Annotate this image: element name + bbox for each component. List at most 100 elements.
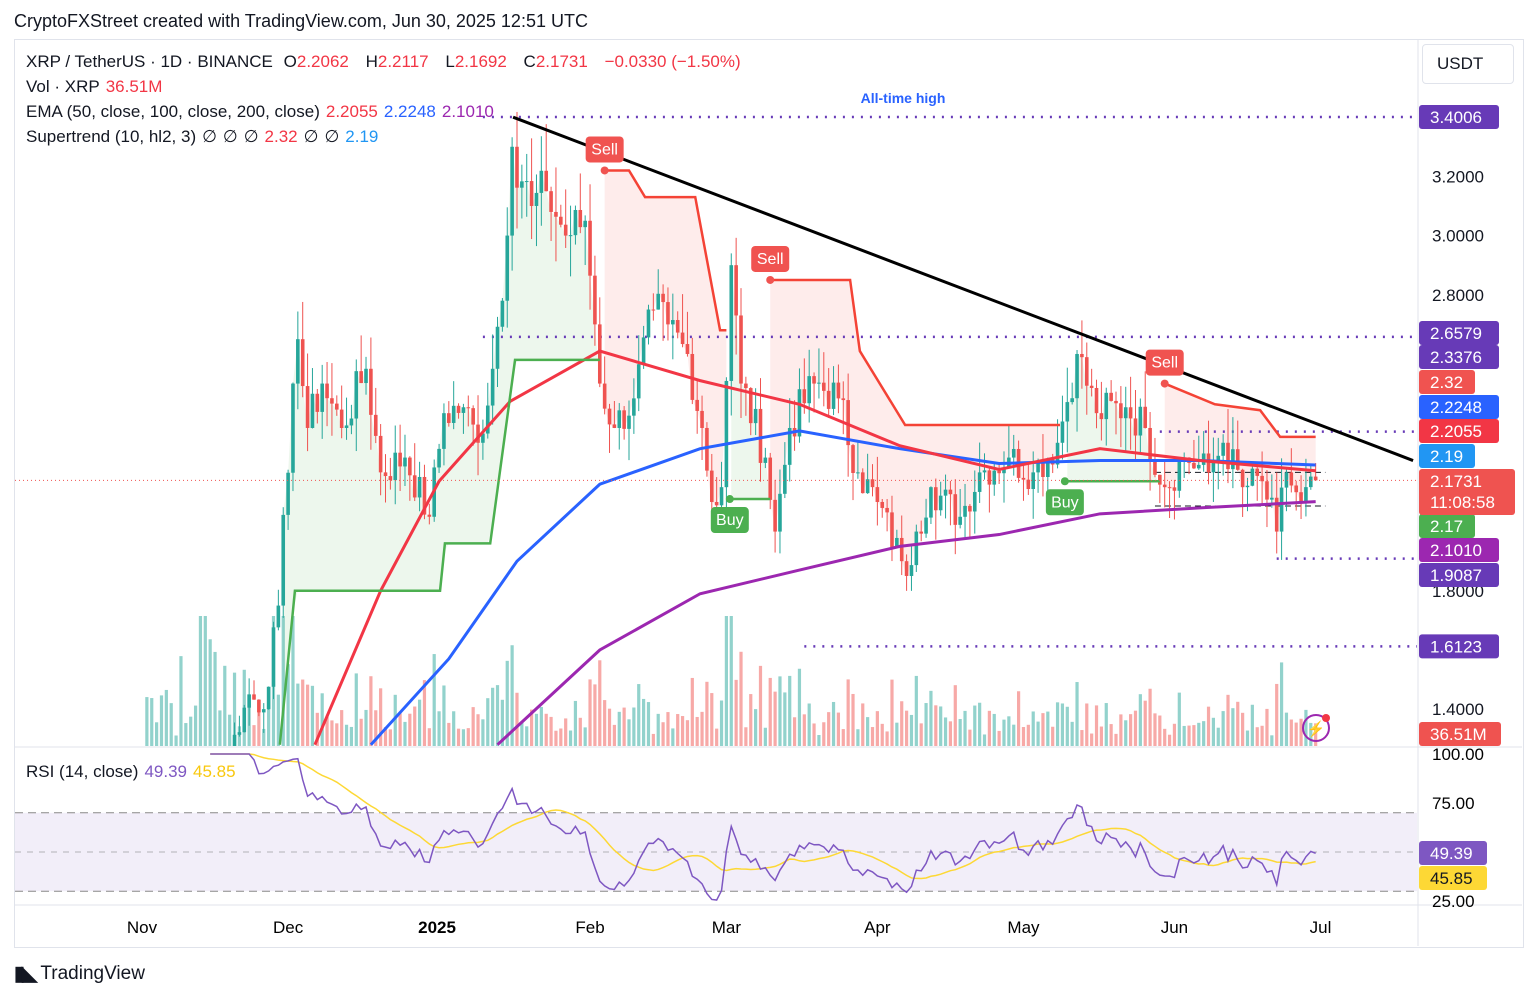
volume-legend[interactable]: Vol · XRP 36.51M bbox=[26, 77, 168, 97]
candle-body bbox=[734, 265, 738, 316]
na-value: ∅ bbox=[243, 127, 259, 146]
candle-body bbox=[1080, 353, 1084, 358]
time-tick: May bbox=[1007, 918, 1040, 937]
volume-bar bbox=[827, 712, 831, 746]
candle-body bbox=[325, 383, 329, 399]
candle-body bbox=[524, 181, 529, 183]
supertrend-fill bbox=[604, 170, 727, 506]
symbol-name[interactable]: XRP / TetherUS · 1D · BINANCE bbox=[26, 52, 273, 71]
volume-bar bbox=[150, 698, 154, 746]
candle-body bbox=[305, 386, 310, 428]
sell-signal-label: Sell bbox=[757, 251, 784, 268]
volume-bar bbox=[291, 616, 295, 746]
level-price-tag-bg bbox=[1419, 634, 1499, 659]
all-time-high-label: All-time high bbox=[861, 90, 946, 106]
volume-bar bbox=[549, 716, 553, 746]
volume-bar bbox=[1270, 735, 1274, 746]
volume-bar bbox=[831, 701, 836, 746]
sell-signal-dot bbox=[1160, 379, 1169, 388]
candle-body bbox=[1304, 487, 1308, 502]
volume-bar bbox=[223, 665, 227, 746]
sell-signal-dot bbox=[766, 275, 775, 284]
volume-bar bbox=[700, 711, 704, 746]
volume-bar bbox=[729, 616, 733, 746]
axis-tag: 2.17 bbox=[1430, 517, 1463, 536]
supertrend-fill bbox=[770, 279, 1058, 576]
volume-bar bbox=[1221, 711, 1225, 746]
volume-bar bbox=[1206, 706, 1211, 746]
candle-body bbox=[174, 942, 178, 943]
candle-body bbox=[354, 371, 359, 419]
supertrend-legend[interactable]: Supertrend (10, hl2, 3) ∅ ∅ ∅ 2.32 ∅ ∅ 2.19 bbox=[26, 127, 384, 147]
volume-bar bbox=[885, 731, 889, 746]
candle-body bbox=[554, 211, 558, 217]
candle-body bbox=[1119, 403, 1123, 419]
candle-body bbox=[739, 315, 743, 384]
candle-body bbox=[271, 627, 276, 687]
candle-body bbox=[310, 393, 315, 428]
candle-body bbox=[943, 489, 948, 496]
axis-tag-bg bbox=[1419, 395, 1499, 419]
candle-body bbox=[466, 407, 471, 409]
axis-tag: 2.2248 bbox=[1430, 398, 1482, 417]
volume-bar bbox=[461, 729, 466, 746]
ema-legend[interactable]: EMA (50, close, 100, close, 200, close) 2… bbox=[26, 102, 500, 122]
candle-body bbox=[505, 235, 510, 301]
volume-bar bbox=[257, 702, 261, 746]
rsi-line bbox=[210, 753, 1316, 901]
volume-bar bbox=[939, 706, 943, 746]
volume-bar bbox=[870, 727, 875, 746]
volume-bar bbox=[637, 684, 641, 746]
candle-body bbox=[398, 452, 402, 467]
volume-bar bbox=[203, 616, 207, 746]
candle-body bbox=[261, 709, 266, 713]
level-price-tag: 1.6123 bbox=[1430, 637, 1482, 656]
candle-body bbox=[300, 339, 305, 387]
candle-body bbox=[992, 470, 997, 485]
chart-title: CryptoFXStreet created with TradingView.… bbox=[14, 11, 588, 31]
candle-body bbox=[763, 457, 768, 463]
candle-body bbox=[1221, 442, 1225, 456]
candle-body bbox=[388, 476, 393, 481]
volume-bar bbox=[383, 727, 388, 746]
tradingview-logo[interactable]: ▮◣ TradingView bbox=[14, 961, 145, 986]
volume-bar bbox=[632, 707, 636, 746]
volume-bar bbox=[286, 664, 290, 746]
open-label: O bbox=[283, 52, 297, 71]
volume-bar bbox=[198, 616, 203, 746]
candle-body bbox=[1036, 461, 1040, 473]
volume-bar bbox=[1314, 723, 1318, 746]
close-value: 2.1731 bbox=[535, 52, 588, 71]
brand-name: TradingView bbox=[40, 962, 145, 984]
chart-frame[interactable] bbox=[14, 39, 1524, 948]
candle-body bbox=[237, 732, 242, 735]
rsi-legend[interactable]: RSI (14, close) 49.39 45.85 bbox=[26, 762, 242, 782]
volume-bar bbox=[505, 660, 509, 746]
supertrend-down-value: 2.32 bbox=[264, 127, 298, 146]
currency-button[interactable]: USDT bbox=[1422, 44, 1514, 84]
volume-bar bbox=[909, 714, 914, 746]
sell-signal-label: Sell bbox=[591, 141, 618, 158]
volume-bar bbox=[1309, 722, 1313, 746]
candle-body bbox=[1148, 427, 1152, 460]
axis-tag: 2.6579 bbox=[1430, 324, 1482, 343]
supertrend-down-line bbox=[1164, 382, 1316, 439]
volume-bar bbox=[680, 716, 685, 746]
volume-bar bbox=[1021, 727, 1026, 746]
volume-bar bbox=[807, 703, 811, 746]
volume-bar bbox=[408, 713, 412, 746]
candle-body bbox=[899, 537, 904, 562]
candle-body bbox=[802, 389, 807, 404]
volume-bar bbox=[252, 725, 256, 746]
candle-body bbox=[719, 487, 724, 506]
volume-bar bbox=[427, 728, 431, 746]
candle-body bbox=[320, 383, 324, 412]
candle-body bbox=[656, 293, 661, 310]
candle-body bbox=[938, 495, 943, 511]
candle-body bbox=[826, 390, 831, 409]
symbol-legend[interactable]: XRP / TetherUS · 1D · BINANCE O2.2062 H2… bbox=[26, 52, 747, 72]
price-pane: All-time high Sell Sell Sell Buy Buy bbox=[15, 90, 1417, 943]
candle-body bbox=[709, 470, 714, 502]
candle-body bbox=[1245, 485, 1250, 488]
